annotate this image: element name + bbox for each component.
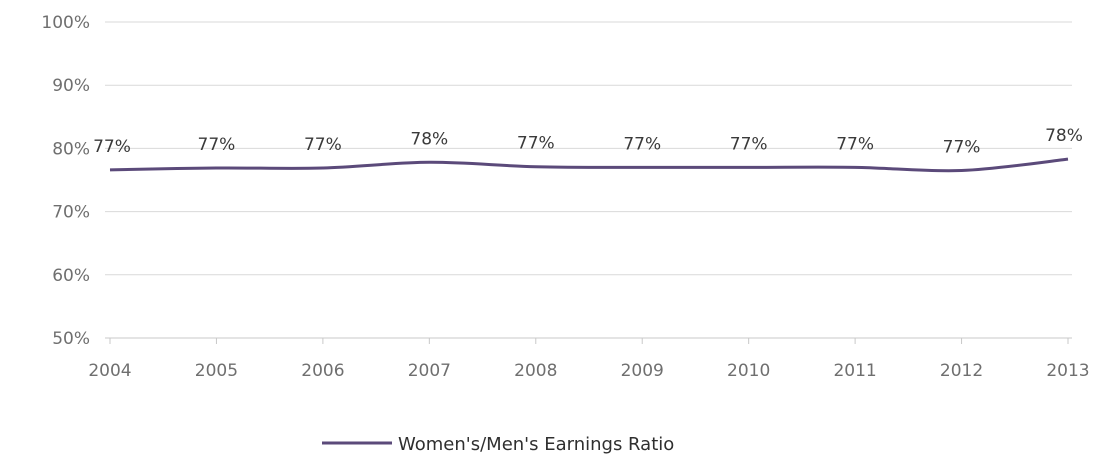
x-tick-label: 2013 xyxy=(1046,361,1089,381)
legend-label: Women's/Men's Earnings Ratio xyxy=(398,434,674,455)
y-tick-label: 90% xyxy=(52,76,90,96)
y-tick-label: 70% xyxy=(52,203,90,223)
data-label: 77% xyxy=(304,135,342,155)
x-tick-label: 2004 xyxy=(88,361,131,381)
data-label: 77% xyxy=(836,134,874,154)
data-label: 77% xyxy=(730,134,768,154)
data-label: 77% xyxy=(93,137,131,157)
data-label: 77% xyxy=(623,134,661,154)
y-axis: 100% 90% 80% 70% 60% 50% xyxy=(41,13,90,349)
data-label: 77% xyxy=(943,138,981,158)
x-tick-label: 2011 xyxy=(833,361,876,381)
data-label: 77% xyxy=(198,135,236,155)
data-label: 78% xyxy=(1045,126,1083,146)
x-tick-label: 2012 xyxy=(940,361,983,381)
x-tick-label: 2006 xyxy=(301,361,344,381)
x-tick-label: 2008 xyxy=(514,361,557,381)
series-layer xyxy=(109,157,1069,173)
y-tick-label: 80% xyxy=(52,139,90,159)
x-tick-label: 2010 xyxy=(727,361,770,381)
gridlines xyxy=(105,21,1072,339)
data-label: 77% xyxy=(517,134,555,154)
series-line xyxy=(109,157,1069,173)
data-labels: 77% 77% 77% 78% 77% 77% 77% 77% 77% 78% xyxy=(93,126,1083,157)
x-tick-label: 2005 xyxy=(195,361,238,381)
x-tick-label: 2009 xyxy=(621,361,664,381)
y-tick-label: 100% xyxy=(41,13,90,33)
x-tick-label: 2007 xyxy=(408,361,451,381)
legend: Women's/Men's Earnings Ratio xyxy=(322,434,674,455)
x-axis: 2004 2005 2006 2007 2008 2009 2010 2011 2012 2013 xyxy=(88,338,1090,381)
y-tick-label: 60% xyxy=(52,266,90,286)
y-tick-label: 50% xyxy=(52,329,90,349)
data-label: 78% xyxy=(410,129,448,149)
